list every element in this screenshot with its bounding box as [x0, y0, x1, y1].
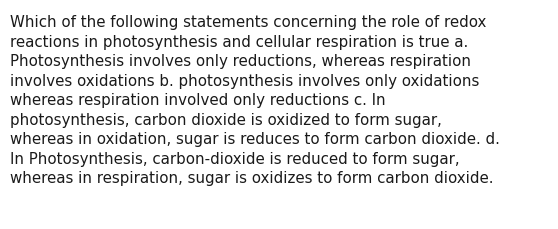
Text: Which of the following statements concerning the role of redox
reactions in phot: Which of the following statements concer… [10, 15, 500, 186]
